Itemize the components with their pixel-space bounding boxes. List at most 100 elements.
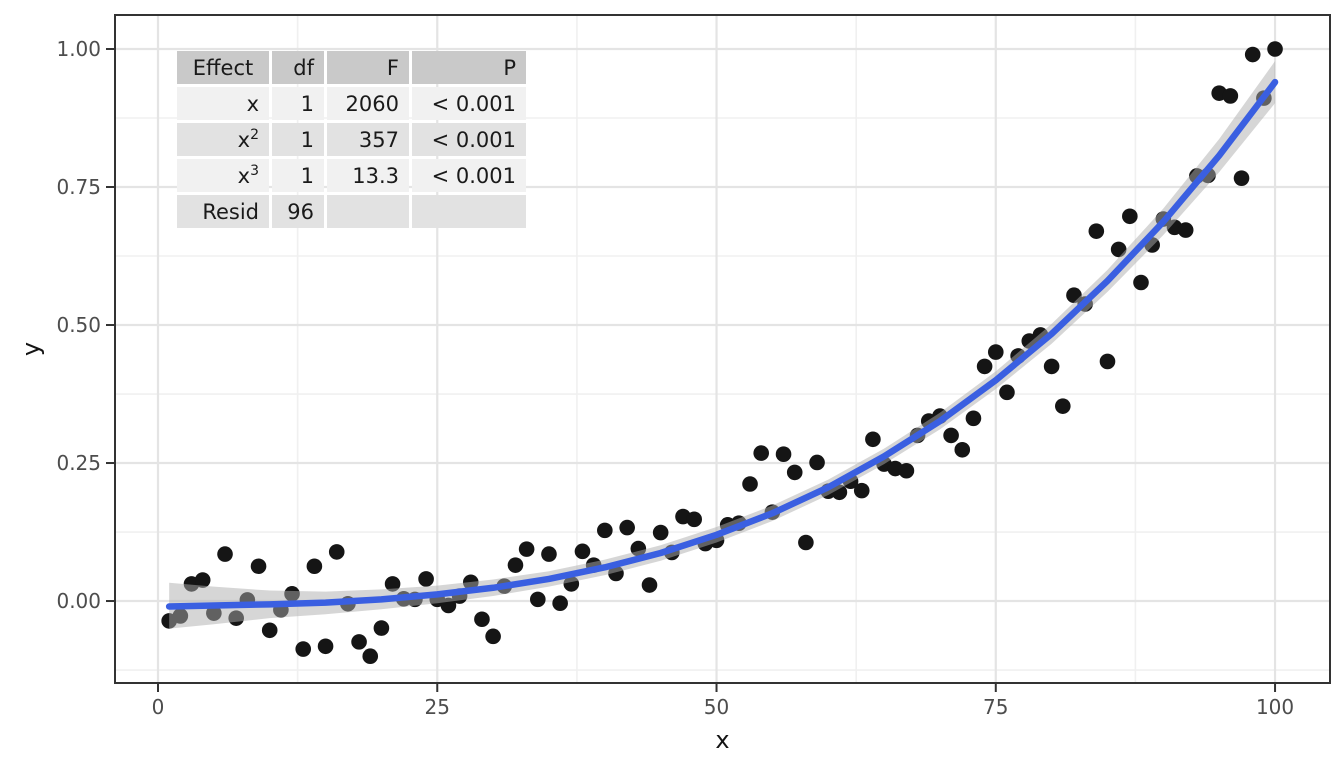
effect-label: x: [246, 92, 259, 116]
data-point: [485, 628, 501, 645]
data-point: [474, 611, 490, 628]
data-point: [250, 558, 267, 575]
data-point: [306, 558, 323, 575]
data-point: [652, 524, 669, 541]
anova-header-df: df: [272, 51, 324, 84]
anova-cell-df: 1: [272, 123, 324, 156]
data-point: [507, 557, 524, 573]
data-point: [1177, 222, 1194, 238]
data-point: [1222, 88, 1239, 104]
data-point: [384, 576, 401, 592]
data-point: [965, 410, 982, 427]
data-point: [1244, 46, 1261, 63]
data-point: [552, 595, 568, 612]
y-tick-label: 1.00: [56, 37, 101, 61]
anova-header-f: F: [327, 51, 409, 84]
anova-header-effect: Effect: [177, 51, 269, 84]
anova-cell-effect: Resid: [177, 195, 269, 228]
data-point: [194, 572, 211, 588]
effect-label: x: [237, 128, 251, 152]
anova-row-x: x 1 2060 < 0.001: [177, 87, 526, 120]
x-tick-label: 25: [425, 695, 450, 719]
data-point: [317, 638, 334, 655]
effect-label: x: [237, 164, 251, 188]
data-point: [1055, 398, 1071, 414]
trend-line: [165, 78, 1279, 610]
data-point: [742, 476, 758, 492]
anova-row-x2: x2 1 357 < 0.001: [177, 123, 526, 156]
anova-cell-p: < 0.001: [412, 159, 526, 192]
data-point: [1133, 274, 1149, 291]
y-tick-label: 0.25: [56, 451, 101, 475]
anova-cell-effect: x2: [177, 123, 269, 156]
data-point: [418, 571, 434, 587]
anova-cell-p: < 0.001: [412, 87, 526, 120]
anova-header-row: Effect df F P: [177, 51, 526, 84]
anova-cell-p: < 0.001: [412, 123, 526, 156]
x-axis-title: x: [715, 726, 730, 754]
data-point: [999, 384, 1015, 401]
data-point: [373, 620, 390, 636]
y-axis-title: y: [17, 341, 45, 357]
anova-table-grid: Effect df F P x 1 2060 < 0.001 x2 1 357: [174, 48, 529, 231]
effect-exponent: 2: [250, 127, 259, 143]
x-tick-label: 75: [983, 695, 1008, 719]
x-tick-label: 100: [1256, 695, 1294, 719]
anova-cell-df: 1: [272, 87, 324, 120]
anova-cell-p: [412, 195, 526, 228]
anova-cell-f: [327, 195, 409, 228]
effect-exponent: 3: [250, 163, 259, 179]
data-point: [853, 482, 870, 499]
anova-cell-f: 13.3: [327, 159, 409, 192]
anova-cell-df: 1: [272, 159, 324, 192]
data-point: [898, 462, 915, 479]
panel-border: [114, 14, 1331, 684]
data-point: [217, 546, 233, 562]
data-point: [1122, 208, 1138, 225]
y-tick-label: 0.75: [56, 175, 101, 199]
data-point: [529, 591, 546, 608]
effect-label: Resid: [202, 200, 259, 224]
y-tick-label: 0.50: [56, 313, 101, 337]
data-point: [809, 454, 825, 471]
data-point: [1088, 223, 1105, 239]
data-point: [641, 577, 658, 593]
data-point: [954, 441, 971, 458]
data-point: [574, 543, 591, 560]
data-point: [1043, 358, 1060, 375]
data-point: [619, 519, 635, 536]
data-point: [865, 431, 881, 448]
data-point: [798, 534, 814, 551]
data-point: [686, 511, 702, 528]
anova-cell-effect: x: [177, 87, 269, 120]
anova-row-x3: x3 1 13.3 < 0.001: [177, 159, 526, 192]
data-point: [328, 544, 345, 560]
anova-header-p: P: [412, 51, 526, 84]
data-point: [987, 344, 1004, 360]
data-point: [362, 648, 379, 665]
x-tick-label: 50: [704, 695, 729, 719]
anova-cell-f: 357: [327, 123, 409, 156]
data-point: [351, 634, 367, 650]
data-point: [1099, 353, 1116, 370]
data-point: [518, 541, 535, 557]
anova-row-resid: Resid 96: [177, 195, 526, 228]
data-point: [1233, 170, 1250, 186]
data-point: [1267, 41, 1283, 57]
x-tick-label: 0: [152, 695, 165, 719]
data-point: [261, 622, 278, 639]
anova-cell-f: 2060: [327, 87, 409, 120]
y-tick-label: 0.00: [56, 589, 101, 613]
data-point: [597, 522, 613, 539]
data-point: [786, 464, 803, 481]
data-point: [976, 358, 993, 375]
anova-cell-df: 96: [272, 195, 324, 228]
data-point: [541, 546, 557, 562]
data-point: [775, 446, 792, 462]
anova-table: Effect df F P x 1 2060 < 0.001 x2 1 357: [174, 48, 529, 231]
data-point: [753, 445, 770, 461]
anova-cell-effect: x3: [177, 159, 269, 192]
data-point: [943, 427, 959, 444]
